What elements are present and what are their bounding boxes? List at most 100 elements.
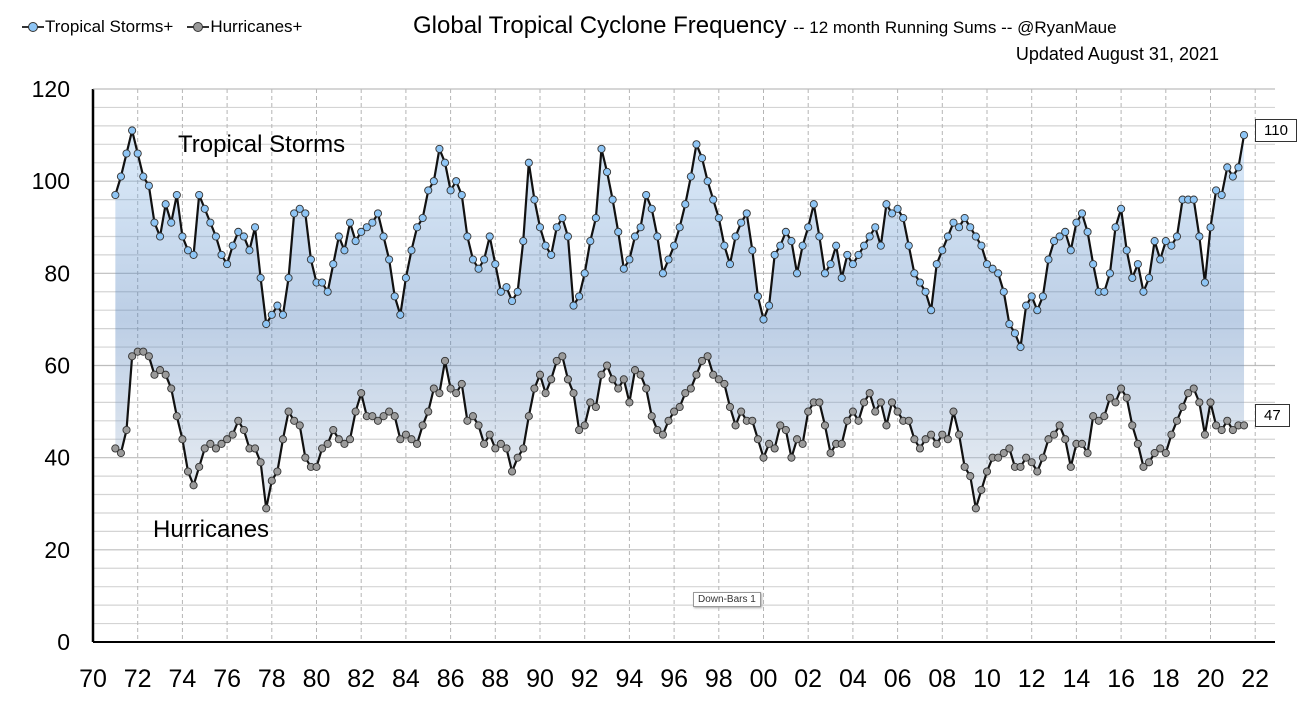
tropical-storms-point	[200, 204, 209, 213]
hurricanes-point	[960, 462, 969, 471]
x-tick-label: 98	[705, 665, 733, 693]
tropical-storms-point	[1195, 232, 1204, 241]
hurricanes-point	[1077, 439, 1087, 448]
legend-item-hurricanes[interactable]: Hurricanes+	[187, 17, 302, 37]
tropical-storms-point	[653, 232, 662, 241]
tropical-storms-point	[256, 273, 265, 282]
tropical-storms-point	[614, 227, 623, 236]
tropical-storms-point	[1206, 223, 1215, 232]
hurricanes-point	[1228, 425, 1237, 435]
tropical-storms-point	[932, 260, 941, 269]
hurricanes-point	[1094, 416, 1103, 425]
tropical-storms-point	[753, 292, 762, 301]
tropical-storms-point	[496, 287, 505, 296]
hurricanes-point	[368, 412, 377, 421]
tropical-storms-point	[597, 144, 606, 153]
hurricanes-point	[865, 389, 874, 398]
hurricanes-point	[1111, 398, 1120, 407]
tropical-storms-point	[1044, 255, 1053, 264]
hurricanes-point	[927, 430, 936, 439]
tropical-storms-point	[854, 250, 863, 259]
hurricanes-point	[1122, 393, 1131, 402]
hurricanes-point	[843, 416, 852, 425]
tropical-storms-point	[1050, 237, 1059, 246]
tropical-storms-point	[1239, 131, 1249, 140]
hurricanes-point	[697, 356, 707, 365]
tropical-storms-point	[977, 241, 986, 250]
tropical-storms-point	[396, 310, 405, 319]
tropical-storms-point	[882, 200, 891, 209]
hurricanes-point	[1139, 462, 1148, 471]
hurricanes-point	[580, 421, 589, 430]
tropical-storms-point	[899, 213, 908, 223]
annotation-hurricanes: Hurricanes	[153, 516, 270, 543]
tropical-storms-point	[960, 213, 969, 223]
tropical-storms-point	[262, 319, 271, 329]
hurricanes-point	[1239, 421, 1249, 430]
hurricanes-point	[804, 407, 813, 416]
hurricanes-point	[1105, 393, 1114, 402]
hurricanes-point	[480, 439, 489, 448]
tropical-storms-point	[519, 237, 528, 246]
tropical-storms-point	[994, 269, 1003, 278]
tropical-storms-point	[245, 246, 254, 255]
tropical-storms-point	[161, 200, 170, 209]
hurricanes-point	[647, 412, 656, 421]
tropical-storms-point	[452, 177, 461, 186]
hurricanes-point	[457, 379, 466, 388]
legend-item-tropical-storms[interactable]: Tropical Storms+	[22, 17, 173, 37]
tropical-storms-point	[1033, 306, 1042, 315]
hurricanes-point	[753, 435, 762, 444]
tropical-storms-point	[1223, 163, 1232, 172]
updated-date: Updated August 31, 2021	[1015, 44, 1219, 64]
tropical-storms-point	[1228, 172, 1237, 181]
tropical-storms-point	[116, 172, 125, 181]
tropical-storms-point	[547, 250, 556, 259]
tropical-storms-point	[351, 237, 360, 246]
hurricanes-point	[1150, 449, 1159, 458]
tropical-storms-point	[1139, 287, 1148, 296]
tropical-storms-point	[379, 232, 388, 241]
tropical-storms-point	[340, 246, 349, 255]
x-tick-label: 84	[392, 665, 420, 693]
hurricanes-point	[401, 430, 410, 439]
tropical-storms-point	[530, 195, 539, 204]
tropical-storms-point	[1100, 287, 1109, 296]
tropical-storms-point	[603, 167, 612, 176]
hurricanes-point	[228, 430, 237, 439]
tropical-storms-point	[737, 218, 746, 227]
x-tick-label: 04	[839, 665, 867, 693]
tropical-storms-point	[390, 292, 399, 301]
hurricanes-point	[1044, 435, 1053, 444]
hurricanes-point	[882, 421, 891, 430]
hurricanes-point	[569, 389, 578, 398]
tropical-storms-point	[144, 181, 153, 190]
hurricanes-point	[519, 444, 528, 453]
x-tick-label: 88	[481, 665, 509, 693]
hurricanes-point	[223, 435, 232, 444]
last-value-label-tropical-storms: 110	[1255, 119, 1297, 142]
y-tick-label: 80	[44, 260, 70, 286]
hurricanes-point	[943, 435, 952, 444]
hurricanes-point	[837, 439, 846, 448]
y-tick-label: 40	[44, 445, 70, 471]
series-points	[111, 126, 1249, 513]
tropical-storms-point	[373, 209, 383, 218]
tropical-storms-point	[982, 260, 992, 269]
hurricanes-point	[887, 398, 897, 407]
tropical-storms-point	[586, 237, 595, 246]
hurricanes-point	[1128, 421, 1137, 430]
hurricanes-point	[552, 356, 561, 365]
hurricanes-point	[664, 416, 673, 425]
tropical-storms-point	[692, 140, 701, 149]
tropical-storms-point	[111, 190, 120, 200]
hurricanes-point	[642, 384, 651, 393]
tropical-storms-point	[468, 255, 478, 264]
tropical-storms-point	[440, 158, 450, 167]
x-tick-label: 18	[1152, 665, 1180, 693]
y-tick-label: 120	[32, 76, 70, 102]
x-tick-label: 02	[794, 665, 822, 693]
tropical-storms-point	[418, 213, 427, 223]
hurricanes-point	[848, 407, 857, 416]
tropical-storms-point	[195, 190, 204, 200]
